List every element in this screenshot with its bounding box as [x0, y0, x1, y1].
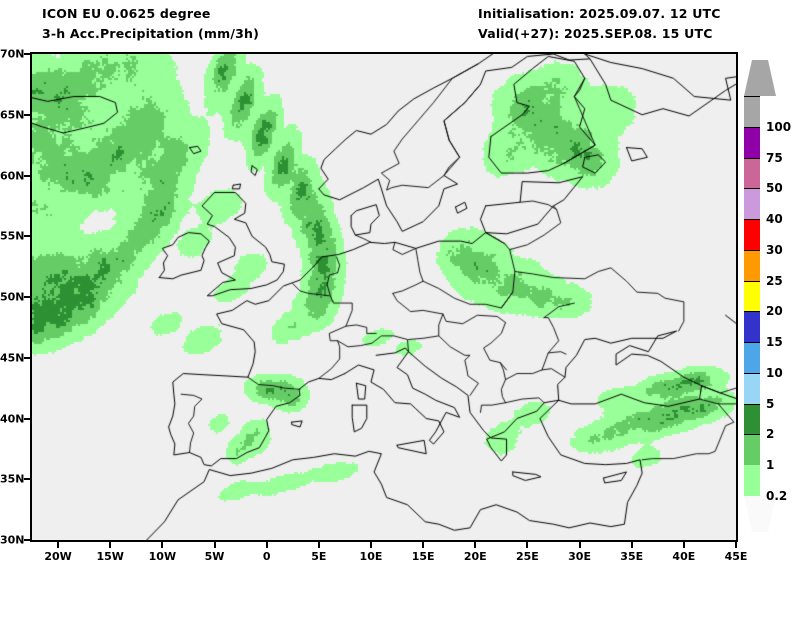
lon-tick-label: 25E — [515, 550, 539, 563]
lon-tick — [526, 542, 529, 548]
lat-tick — [24, 235, 30, 238]
lat-tick — [24, 356, 30, 359]
colorbar-segment — [744, 403, 760, 435]
colorbar-tick-label: 15 — [766, 335, 783, 350]
colorbar-segment — [744, 249, 760, 281]
lon-tick-label: 45E — [724, 550, 748, 563]
lat-tick — [24, 53, 30, 55]
lat-tick-label: 55N — [0, 229, 25, 243]
lat-tick-label: 35N — [0, 472, 25, 486]
lon-tick — [369, 542, 372, 548]
lon-tick — [474, 542, 477, 548]
colorbar-tick-label: 2 — [766, 427, 775, 442]
lat-tick — [24, 296, 30, 298]
lon-tick — [682, 542, 685, 548]
lat-tick-label: 50N — [0, 290, 25, 304]
lon-tick-label: 40E — [672, 550, 696, 563]
lon-tick-label: 10W — [148, 550, 177, 563]
lat-tick — [24, 113, 30, 116]
lon-tick — [317, 542, 320, 548]
colorbar-tick-label: 30 — [766, 242, 783, 257]
colorbar-tick-label: 1 — [766, 458, 775, 473]
colorbar-over-arrow — [744, 60, 776, 96]
lon-tick-label: 35E — [620, 550, 644, 563]
model-title: ICON EU 0.0625 degree — [42, 6, 211, 21]
lon-tick — [265, 542, 268, 548]
lon-tick-label: 5E — [311, 550, 327, 563]
colorbar-segment — [744, 188, 760, 220]
colorbar — [744, 96, 760, 496]
lon-tick-label: 15E — [411, 550, 435, 563]
colorbar-under-arrow — [744, 496, 776, 532]
lon-tick-label: 30E — [568, 550, 591, 563]
map-plot-area — [30, 52, 738, 542]
lat-tick-label: 60N — [0, 169, 25, 182]
field-title: 3-h Acc.Precipitation (mm/3h) — [42, 26, 260, 41]
colorbar-tick-label: 25 — [766, 273, 783, 288]
colorbar-tick-label: 0.2 — [766, 489, 788, 503]
lon-tick-label: 15W — [96, 550, 124, 563]
colorbar-segment — [744, 372, 760, 404]
lon-tick-label: 10E — [359, 550, 383, 563]
colorbar-tick-label: 40 — [766, 212, 783, 227]
colorbar-segment — [744, 280, 760, 312]
lon-tick-label: 20E — [463, 550, 487, 563]
lon-tick-label: 0 — [262, 550, 271, 563]
valid-time: Valid(+27): 2025.SEP.08. 15 UTC — [478, 26, 713, 41]
lon-tick — [578, 542, 581, 548]
colorbar-tick-label: 50 — [766, 181, 783, 196]
lat-tick-label: 70N — [0, 47, 25, 61]
lat-tick-label: 45N — [0, 351, 25, 365]
lon-tick-label: 5W — [204, 550, 225, 563]
lon-tick — [109, 542, 112, 548]
lon-tick — [735, 542, 737, 548]
lon-tick — [57, 542, 60, 548]
colorbar-tick-label: 75 — [766, 150, 783, 165]
lon-tick — [213, 542, 216, 548]
lat-tick — [24, 478, 30, 481]
lon-tick — [161, 542, 164, 548]
colorbar-tick-label: 100 — [766, 119, 792, 134]
colorbar-segment — [744, 342, 760, 373]
lat-tick — [24, 539, 30, 541]
colorbar-segment — [744, 126, 760, 158]
lon-tick — [422, 542, 425, 548]
colorbar-tick-label: 10 — [766, 365, 783, 380]
precipitation-raster — [32, 54, 736, 540]
colorbar-tick-label: 20 — [766, 304, 783, 319]
lat-tick-label: 30N — [0, 533, 25, 547]
colorbar-segment — [744, 465, 760, 496]
colorbar-segment — [744, 434, 760, 466]
colorbar-segment — [744, 311, 760, 343]
lat-tick — [24, 417, 30, 420]
initialisation-time: Initialisation: 2025.09.07. 12 UTC — [478, 6, 721, 21]
lat-tick-label: 40N — [0, 412, 25, 425]
lon-tick-label: 20W — [44, 550, 72, 563]
colorbar-segment — [744, 219, 760, 250]
lat-tick-label: 65N — [0, 108, 25, 122]
lat-tick — [24, 174, 30, 177]
colorbar-segment — [744, 96, 760, 127]
lon-tick — [630, 542, 633, 548]
colorbar-tick-label: 5 — [766, 396, 775, 411]
colorbar-segment — [744, 157, 760, 189]
